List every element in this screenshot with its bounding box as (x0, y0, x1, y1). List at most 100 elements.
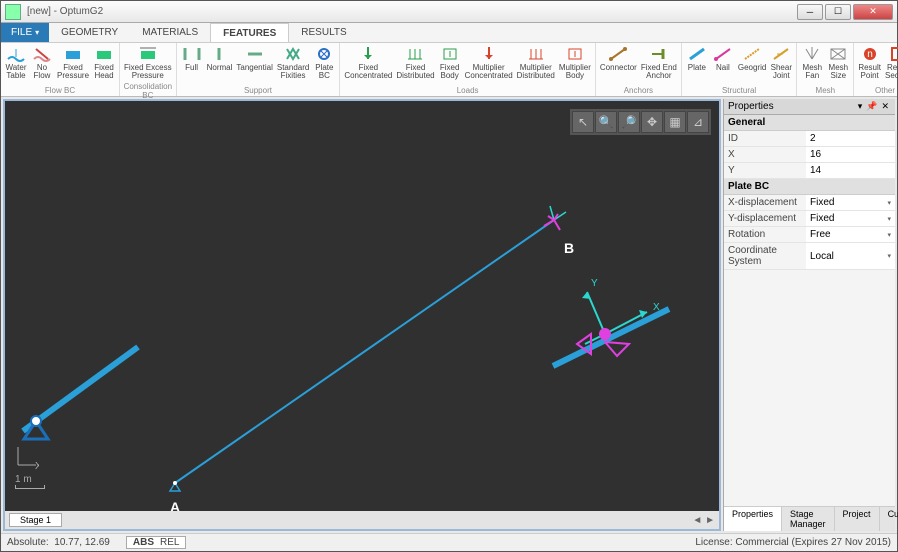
ribbon-result-section[interactable]: Result Section (883, 44, 898, 85)
props-row: X16 (724, 147, 895, 163)
shear-joint-icon (771, 45, 791, 63)
panel-close-icon[interactable]: ✕ (881, 101, 889, 112)
ribbon-tangential[interactable]: Tangential (234, 44, 274, 85)
props-key: Y-displacement (724, 211, 806, 226)
fixed-pressure-icon (63, 45, 83, 63)
bottom-tabs: PropertiesStage ManagerProjectCustomize (724, 506, 895, 531)
props-key: ID (724, 131, 806, 146)
axis-indicator: YX (15, 445, 39, 471)
panel-tab-customize[interactable]: Customize (880, 507, 898, 531)
stage-tab[interactable]: Stage 1 (9, 513, 62, 527)
props-value: 16 (806, 147, 895, 162)
ribbon-no-flow[interactable]: No Flow (29, 44, 55, 85)
no-flow-icon (32, 45, 52, 63)
props-key: X-displacement (724, 195, 806, 210)
panel-menu-icon[interactable]: ▾ (858, 101, 863, 112)
mesh-size-icon (828, 45, 848, 63)
ribbon-full[interactable]: Full (179, 44, 205, 85)
props-row: RotationFree (724, 227, 895, 243)
props-value[interactable]: Free (806, 227, 895, 242)
menu-tab-results[interactable]: RESULTS (289, 23, 358, 42)
ribbon-standard-fixities[interactable]: Standard Fixities (275, 44, 311, 85)
properties-title: Properties (728, 101, 774, 112)
multiplier-distributed-icon (526, 45, 546, 63)
ribbon-mesh-fan[interactable]: Mesh Fan (799, 44, 825, 85)
properties-header: Properties ▾ 📌 ✕ (724, 99, 895, 115)
ribbon-geogrid[interactable]: Geogrid (736, 44, 768, 85)
window-title: [new] - OptumG2 (27, 6, 797, 17)
standard-fixities-icon (283, 45, 303, 63)
pin-icon[interactable]: 📌 (866, 101, 877, 112)
ribbon-water-table[interactable]: Water Table (3, 44, 29, 85)
view-zoom-out-button[interactable]: 🔍 (595, 111, 617, 133)
ribbon-fixed-concentrated[interactable]: Fixed Concentrated (342, 44, 394, 85)
props-key: Coordinate System (724, 243, 806, 269)
props-key: X (724, 147, 806, 162)
stage-nav[interactable]: ◄ ► (692, 515, 715, 526)
view-select-button[interactable]: ↖ (572, 111, 594, 133)
minimize-button[interactable]: ─ (797, 4, 823, 20)
result-section-icon (888, 45, 898, 63)
canvas[interactable]: X Y ↖🔍🔎✥▦⊿ YX 1 m AB (5, 101, 719, 511)
ribbon-mesh-size[interactable]: Mesh Size (825, 44, 851, 85)
connector-icon (608, 45, 628, 63)
file-menu[interactable]: FILE (1, 23, 49, 42)
stage-tabs: Stage 1 ◄ ► (5, 511, 719, 529)
abs-rel-toggle[interactable]: ABSREL (126, 536, 187, 549)
view-zoom-in-button[interactable]: 🔎 (618, 111, 640, 133)
props-key: Y (724, 163, 806, 178)
props-value[interactable]: Local (806, 243, 895, 269)
props-value: 2 (806, 131, 895, 146)
ribbon-fixed-end-anchor[interactable]: Fixed End Anchor (639, 44, 679, 85)
svg-text:Y: Y (15, 445, 22, 448)
ribbon-plate[interactable]: Plate (684, 44, 710, 85)
ribbon-normal[interactable]: Normal (205, 44, 235, 85)
ribbon-shear-joint[interactable]: Shear Joint (768, 44, 794, 85)
panel-tab-project[interactable]: Project (835, 507, 880, 531)
ribbon-plate-bc[interactable]: Plate BC (311, 44, 337, 85)
ribbon-multiplier-body[interactable]: Multiplier Body (557, 44, 593, 85)
props-value[interactable]: Fixed (806, 211, 895, 226)
maximize-button[interactable]: ☐ (825, 4, 851, 20)
ribbon-fixed-distributed[interactable]: Fixed Distributed (394, 44, 436, 85)
ribbon-fixed-excess-pressure[interactable]: Fixed Excess Pressure (122, 44, 174, 81)
ribbon-nail[interactable]: Nail (710, 44, 736, 85)
coord-label: Absolute: 10.77, 12.69 (7, 537, 110, 548)
view-toolbar: ↖🔍🔎✥▦⊿ (570, 109, 711, 135)
scale-bar: 1 m (15, 474, 45, 489)
view-pan-button[interactable]: ✥ (641, 111, 663, 133)
titlebar: [new] - OptumG2 ─ ☐ ✕ (1, 1, 897, 23)
panel-tab-properties[interactable]: Properties (724, 507, 782, 531)
multiplier-concentrated-icon (479, 45, 499, 63)
nail-icon (713, 45, 733, 63)
app-icon (5, 4, 21, 20)
point-label-B: B (564, 240, 574, 256)
menu-tab-materials[interactable]: MATERIALS (130, 23, 210, 42)
close-button[interactable]: ✕ (853, 4, 893, 20)
props-section-plate-bc: Plate BC (724, 179, 895, 195)
fixed-distributed-icon (405, 45, 425, 63)
menu-tab-geometry[interactable]: GEOMETRY (49, 23, 130, 42)
ribbon-fixed-body[interactable]: Fixed Body (437, 44, 463, 85)
ribbon-fixed-head[interactable]: Fixed Head (91, 44, 117, 85)
props-row: Y-displacementFixed (724, 211, 895, 227)
ribbon-multiplier-distributed[interactable]: Multiplier Distributed (515, 44, 557, 85)
ribbon-multiplier-concentrated[interactable]: Multiplier Concentrated (463, 44, 515, 85)
ribbon-fixed-pressure[interactable]: Fixed Pressure (55, 44, 91, 85)
properties-panel: Properties ▾ 📌 ✕ GeneralID2X16Y14Plate B… (723, 99, 895, 531)
normal-icon (209, 45, 229, 63)
svg-text:X: X (35, 461, 39, 469)
multiplier-body-icon (565, 45, 585, 63)
ribbon-connector[interactable]: Connector (598, 44, 639, 85)
fixed-excess-pressure-icon (138, 45, 158, 63)
ribbon-result-point[interactable]: nResult Point (856, 44, 883, 85)
result-point-icon: n (860, 45, 880, 63)
full-icon (182, 45, 202, 63)
panel-tab-stage-manager[interactable]: Stage Manager (782, 507, 835, 531)
menu-tab-features[interactable]: FEATURES (210, 23, 289, 42)
props-row: Y14 (724, 163, 895, 179)
svg-text:X: X (653, 302, 660, 313)
props-value[interactable]: Fixed (806, 195, 895, 210)
view-grid-button[interactable]: ▦ (664, 111, 686, 133)
view-snap-button[interactable]: ⊿ (687, 111, 709, 133)
